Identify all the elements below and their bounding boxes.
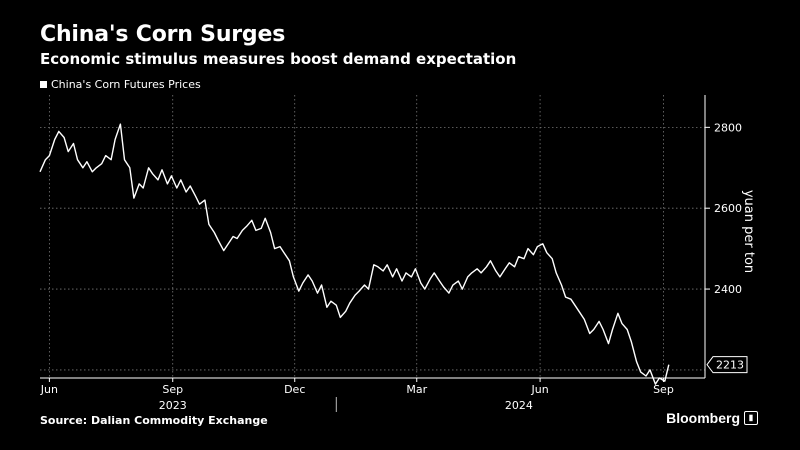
tick-labels: 2800 2600 2400 Jun Sep Dec Mar Jun Sep 2023 2024 yu… — [40, 121, 756, 412]
chart-subtitle: Economic stimulus measures boost demand … — [40, 50, 517, 68]
brand-name: Bloomberg — [666, 410, 740, 426]
chart-title: China's Corn Surges — [40, 22, 286, 47]
x-tick-label: Jun — [530, 383, 548, 396]
x-tick-label: Jun — [40, 383, 58, 396]
series-layer — [39, 123, 670, 385]
y-tick-label: 2800 — [714, 121, 742, 134]
y-tick-label: 2600 — [714, 202, 742, 215]
last-value-box — [706, 356, 748, 374]
axes — [40, 95, 710, 412]
y-tick-label: 2400 — [714, 283, 742, 296]
y-axis-label: yuan per ton — [741, 190, 756, 273]
legend-swatch — [40, 81, 47, 88]
source-note: Source: Dalian Commodity Exchange — [40, 414, 268, 427]
legend-label: China's Corn Futures Prices — [51, 78, 201, 91]
series-line — [39, 123, 670, 385]
x-tick-label: Sep — [653, 383, 674, 396]
chart-badge-icon: ▮ — [744, 411, 758, 425]
last-value-callout: 2213 — [706, 356, 748, 374]
legend: China's Corn Futures Prices — [40, 78, 201, 91]
year-label-2023: 2023 — [159, 399, 187, 412]
year-label-2024: 2024 — [505, 399, 533, 412]
x-tick-label: Dec — [284, 383, 305, 396]
last-value-label: 2213 — [716, 359, 744, 372]
grid-lines — [40, 95, 705, 378]
bloomberg-logo: Bloomberg ▮ — [666, 410, 758, 426]
x-tick-label: Mar — [406, 383, 427, 396]
x-tick-label: Sep — [162, 383, 183, 396]
